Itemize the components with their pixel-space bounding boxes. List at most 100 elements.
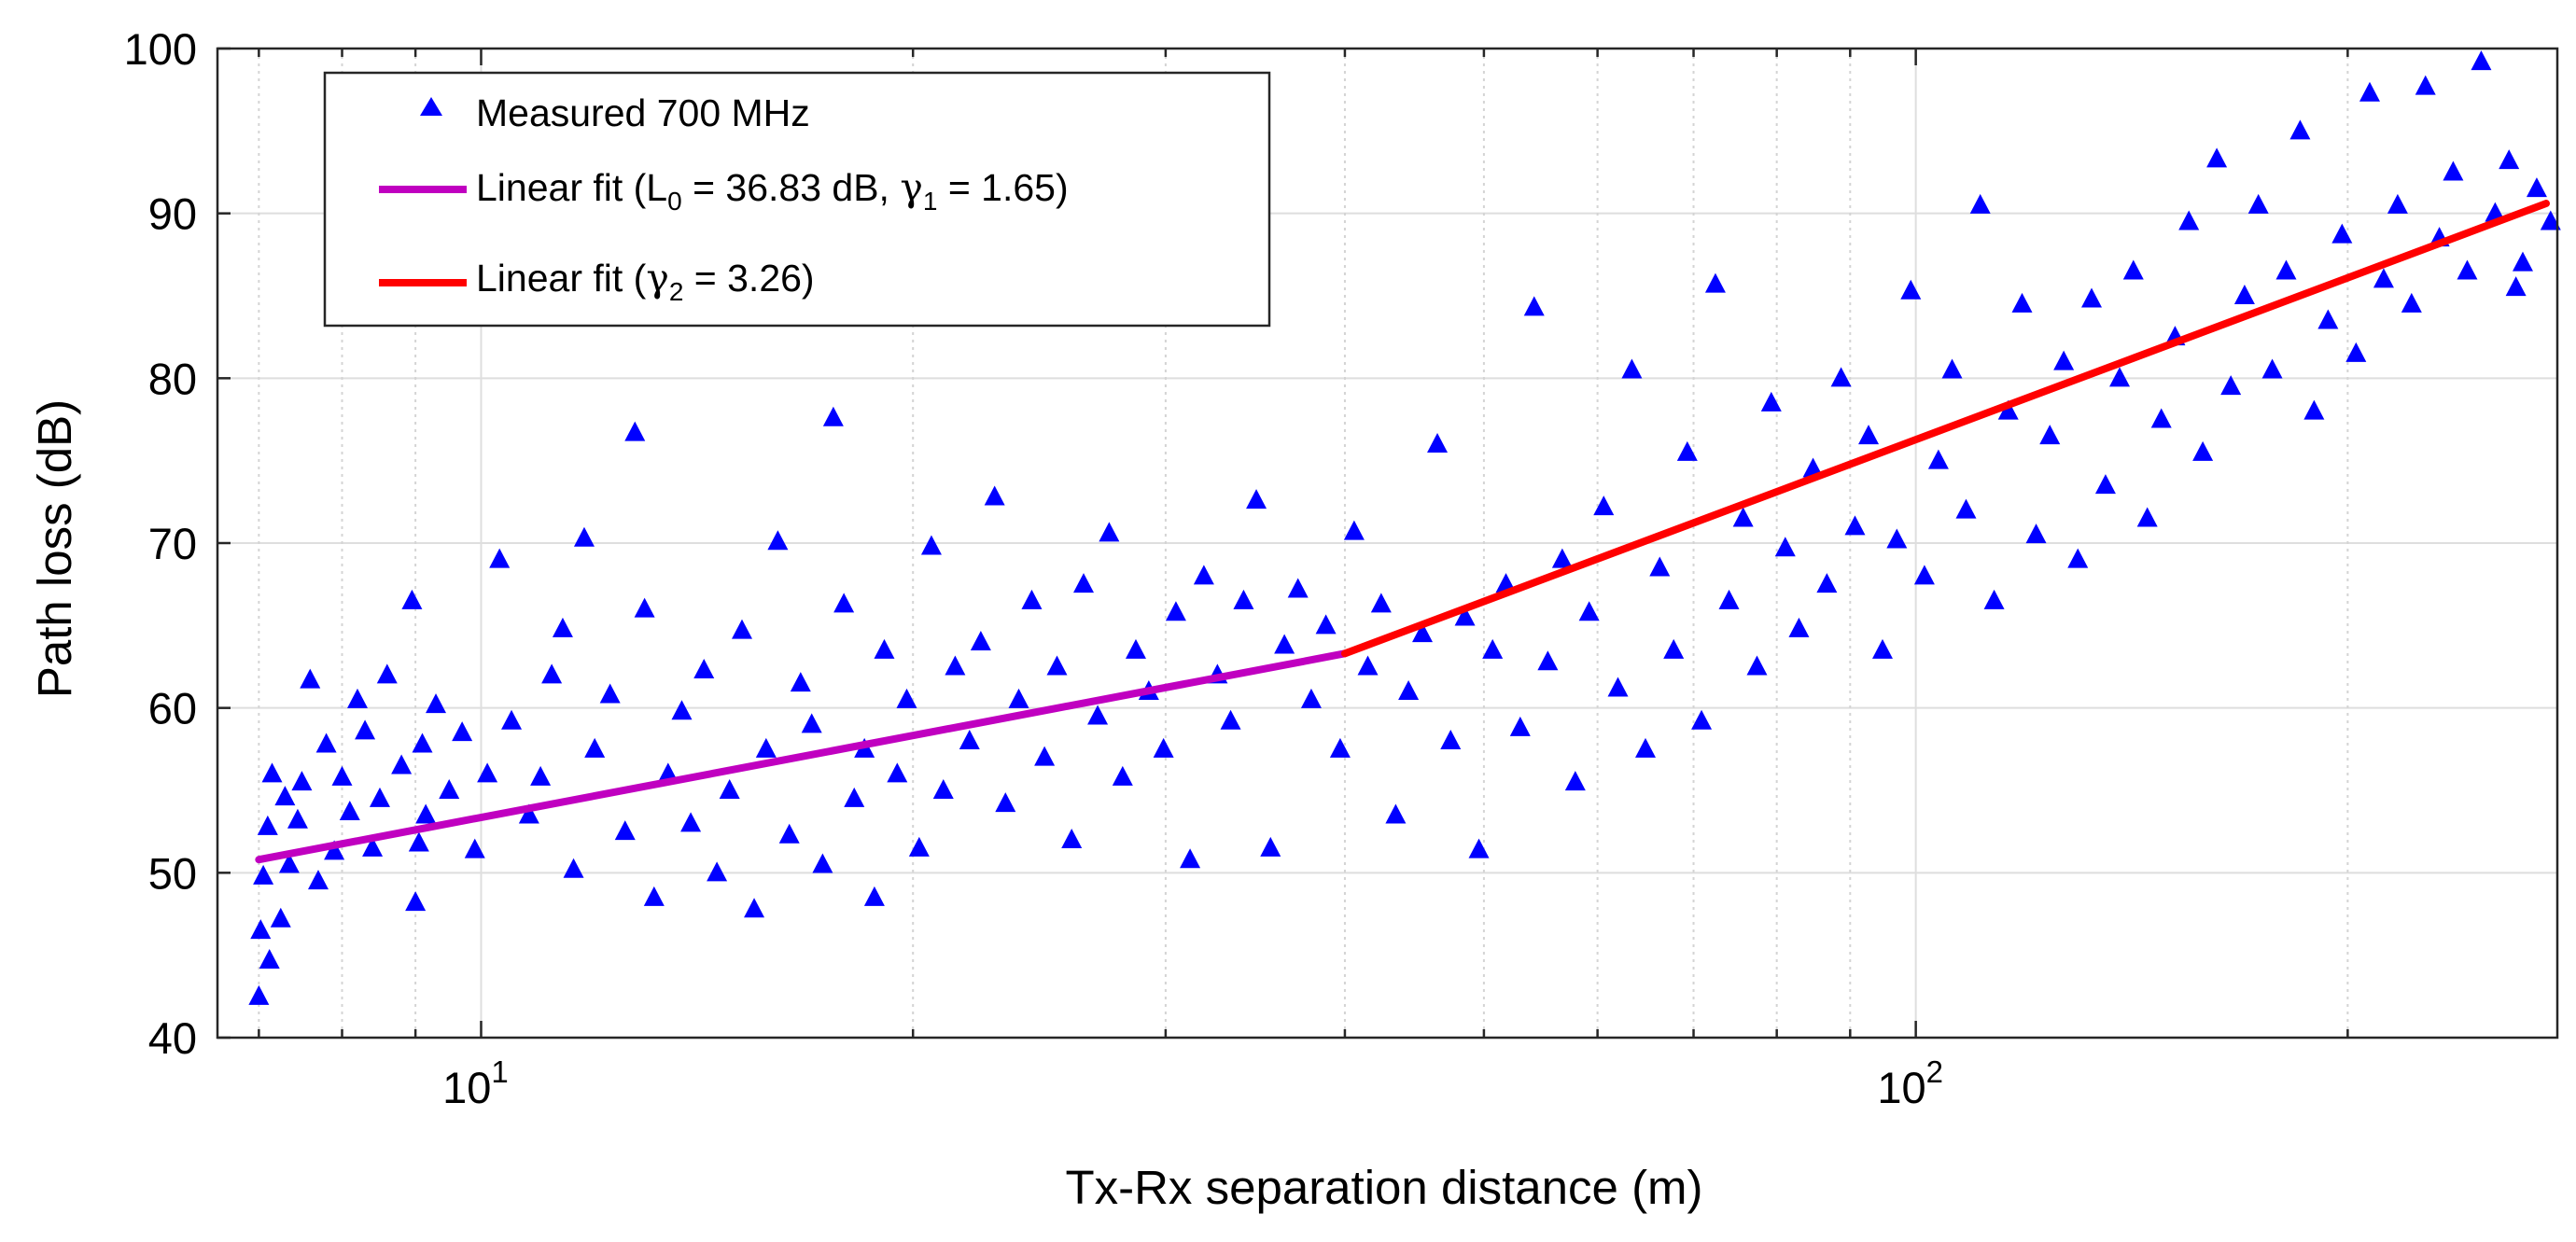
data-point	[1593, 495, 1615, 516]
data-point	[1523, 296, 1545, 316]
data-point	[300, 668, 321, 689]
data-point	[250, 919, 272, 940]
data-point	[259, 948, 280, 969]
data-point	[2192, 440, 2214, 461]
data-point	[1287, 578, 1309, 598]
data-point	[1927, 449, 1949, 469]
data-point	[2512, 251, 2533, 272]
data-point	[2317, 309, 2339, 329]
data-point	[1969, 193, 1991, 214]
data-point	[2081, 287, 2103, 308]
data-point	[1746, 655, 1768, 676]
data-point	[1398, 680, 1420, 700]
fit-layer	[255, 200, 2550, 864]
data-point	[1941, 358, 1963, 379]
data-point	[1718, 589, 1740, 609]
data-point	[634, 597, 655, 618]
data-point	[2178, 210, 2200, 230]
data-point	[1704, 272, 1726, 293]
data-point	[1112, 765, 1133, 786]
data-point	[1260, 836, 1281, 857]
data-point	[2526, 177, 2547, 198]
data-point	[1844, 515, 1866, 536]
data-point	[2247, 193, 2269, 214]
data-point	[790, 672, 811, 692]
data-point	[2359, 81, 2380, 102]
data-point	[1900, 279, 1922, 300]
data-point	[573, 526, 595, 547]
data-point	[896, 688, 917, 708]
data-point	[1649, 556, 1671, 577]
data-point	[1153, 737, 1174, 758]
data-point	[1578, 601, 1600, 621]
data-point	[346, 688, 368, 708]
data-point	[563, 858, 584, 878]
data-point	[552, 617, 573, 637]
data-point	[1621, 358, 1643, 379]
data-point	[405, 891, 427, 912]
y-tick-label: 60	[148, 684, 197, 733]
data-point	[1564, 771, 1586, 791]
data-point	[624, 421, 646, 441]
data-point	[599, 683, 621, 704]
data-point	[452, 721, 473, 742]
data-point	[2039, 425, 2061, 445]
data-point	[278, 853, 300, 873]
data-point	[2109, 367, 2131, 387]
data-point	[274, 786, 296, 806]
data-point	[2275, 259, 2297, 280]
data-point	[541, 663, 563, 684]
data-point	[833, 593, 855, 613]
data-point	[253, 864, 274, 885]
data-point	[1830, 367, 1852, 387]
data-point	[2067, 548, 2089, 568]
data-point	[1180, 848, 1201, 869]
data-point	[1021, 589, 1043, 609]
data-point	[1955, 498, 1977, 519]
y-tick-label: 100	[124, 24, 197, 74]
data-point	[426, 693, 447, 714]
data-point	[1087, 705, 1109, 725]
data-point	[1165, 601, 1186, 621]
data-point	[822, 406, 844, 426]
data-point	[401, 589, 423, 609]
data-point	[307, 870, 329, 890]
y-tick-label: 40	[148, 1013, 197, 1063]
y-tick-label: 50	[148, 848, 197, 898]
data-point	[1607, 677, 1629, 697]
data-point	[614, 820, 636, 841]
data-point	[707, 861, 728, 882]
data-point	[1871, 638, 1893, 659]
data-point	[778, 823, 800, 844]
data-point	[2136, 507, 2158, 527]
data-point	[1125, 638, 1146, 659]
data-point	[376, 663, 398, 684]
data-point	[680, 812, 702, 832]
data-point	[1233, 589, 1254, 609]
data-point	[744, 898, 765, 918]
x-tick-label: 101	[442, 1054, 509, 1112]
data-point	[1329, 737, 1351, 758]
data-point	[2540, 210, 2561, 230]
data-point	[755, 737, 777, 758]
data-point	[1046, 655, 1068, 676]
data-point	[257, 815, 278, 835]
data-point	[1663, 638, 1685, 659]
data-point	[2150, 408, 2172, 428]
data-point	[1300, 688, 1322, 708]
data-point	[2471, 50, 2492, 71]
legend-fit2-label: Linear fit (γ2 = 3.26)	[476, 256, 815, 306]
data-point	[1913, 565, 1935, 585]
data-point	[530, 765, 552, 786]
data-point	[270, 907, 291, 928]
data-point	[1997, 399, 2019, 420]
data-point	[844, 787, 865, 807]
data-point	[291, 771, 313, 791]
data-point	[1732, 507, 1754, 527]
data-point	[1193, 565, 1214, 585]
legend: Measured 700 MHz Linear fit (L0 = 36.83 …	[323, 71, 1271, 328]
data-point	[643, 886, 665, 906]
y-tick-label: 90	[148, 189, 197, 239]
data-point	[2053, 350, 2075, 370]
